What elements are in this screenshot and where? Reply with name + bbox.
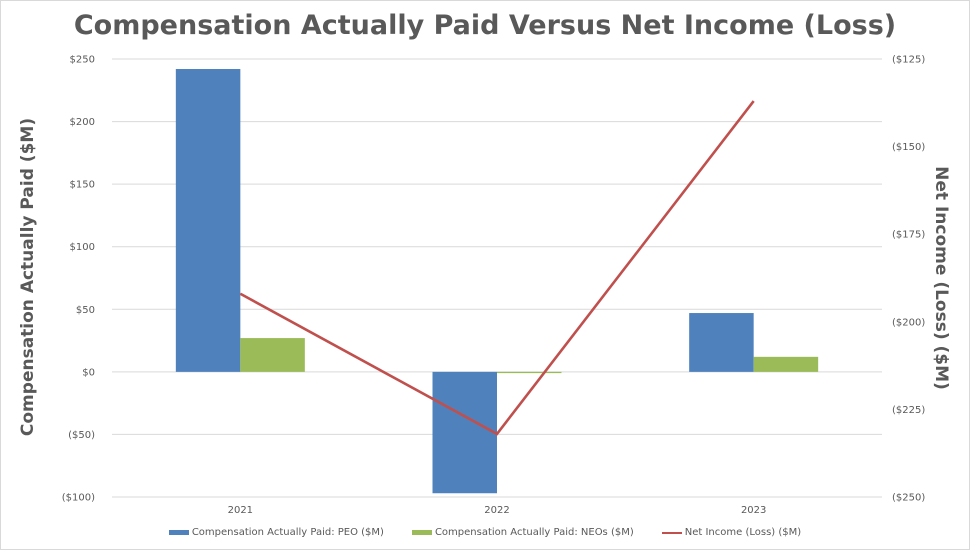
y-tick-label: $50 [76,305,95,316]
y-right-tick-label: ($200) [892,317,925,328]
y-tick-label: $150 [70,180,95,191]
y-axis-right-ticks: ($125) ($150) ($175) ($200) ($225) ($250) [892,55,925,504]
y-right-tick-label: ($250) [892,493,925,504]
legend-item-peo: Compensation Actually Paid: PEO ($M) [168,527,384,538]
bar-2022 [432,371,497,494]
x-tick-label: 2022 [484,505,509,516]
y-right-tick-label: ($150) [892,142,925,153]
y-right-tick-label: ($125) [892,55,925,66]
bar-2023 [689,313,754,372]
bar-2021 [175,69,241,372]
y-right-tick-label: ($225) [892,405,925,416]
x-axis-ticks: 2021 2022 2023 [228,505,767,516]
y-tick-label: $250 [70,55,95,66]
x-tick-label: 2021 [228,505,253,516]
bar-series [175,69,819,494]
legend-item-net-income: Net Income (Loss) ($M) [661,527,802,538]
net-income-line [239,100,755,436]
y-tick-label: ($100) [62,493,95,504]
y-tick-label: $200 [70,117,95,128]
y-tick-label: ($50) [68,430,95,441]
legend-swatch-peo [168,530,189,535]
legend-label-net-income: Net Income (Loss) ($M) [684,527,802,538]
chart-title: Compensation Actually Paid Versus Net In… [73,10,897,41]
legend-swatch-net-income [661,531,682,534]
legend-label-neos: Compensation Actually Paid: NEOs ($M) [434,527,634,538]
bar-2021 [240,338,305,372]
bar-2023 [753,356,819,372]
bar-2022 [497,371,562,374]
y-right-tick-label: ($175) [892,230,925,241]
legend-label-peo: Compensation Actually Paid: PEO ($M) [191,527,384,538]
legend-swatch-neos [411,530,432,535]
line-series [239,100,755,436]
legend: Compensation Actually Paid: PEO ($M) Com… [0,527,970,538]
legend-item-neos: Compensation Actually Paid: NEOs ($M) [411,527,634,538]
y-axis-left-ticks: $250 $200 $150 $100 $50 $0 ($50) ($100) [62,55,95,504]
x-tick-label: 2023 [741,505,766,516]
y-tick-label: $0 [82,367,95,378]
y-tick-label: $100 [70,242,95,253]
